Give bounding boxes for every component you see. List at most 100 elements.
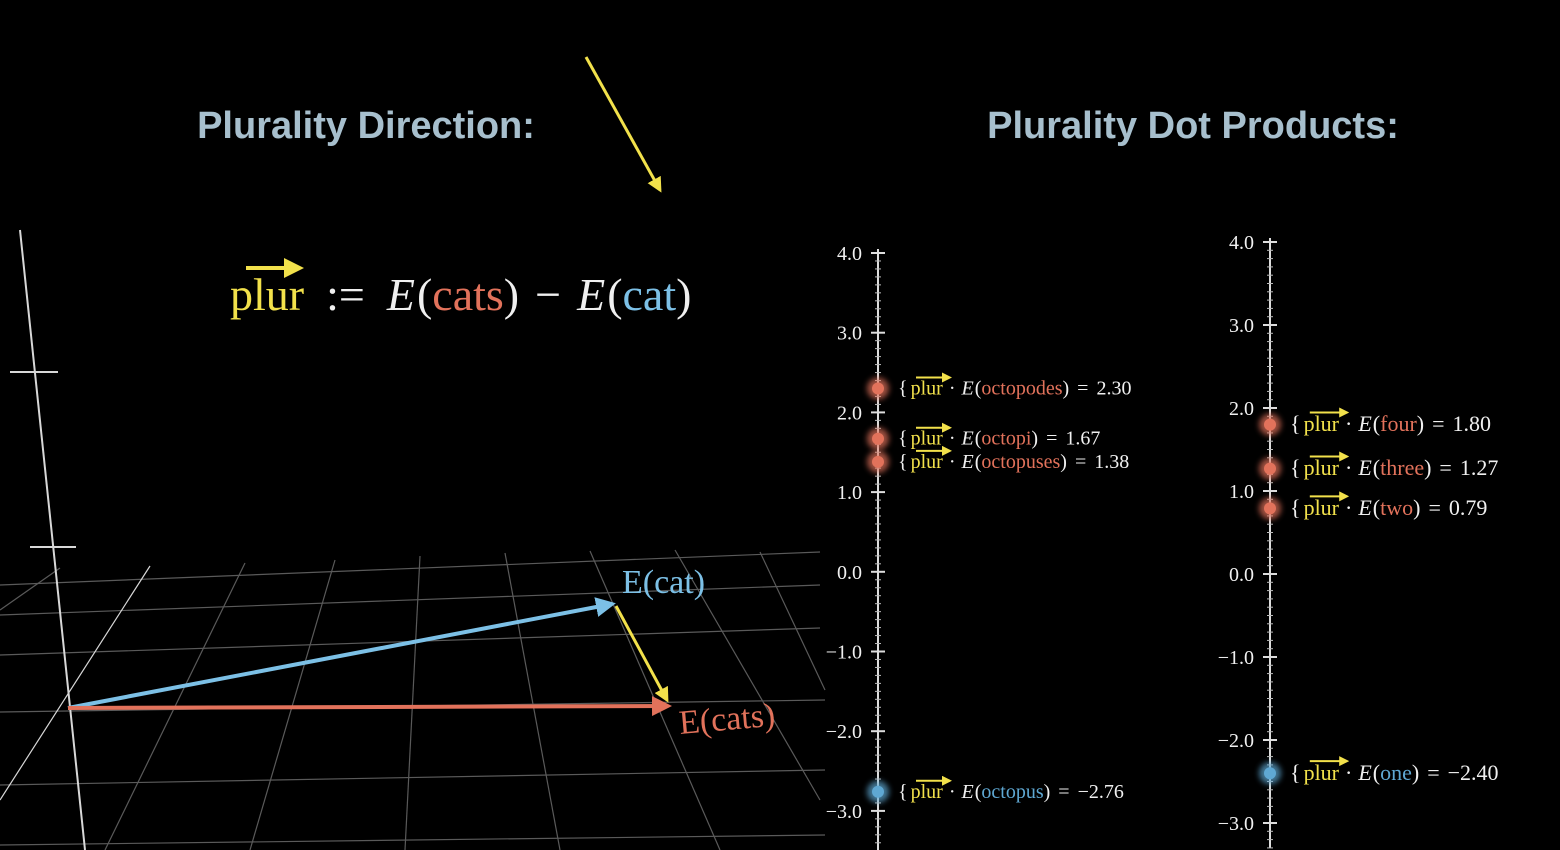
label-part: ( <box>1373 411 1380 436</box>
label-part: 1.80 <box>1453 411 1492 436</box>
formula-part: plur <box>230 269 304 320</box>
label-part: E <box>961 781 974 803</box>
label-part: { <box>898 428 908 450</box>
label-part: { <box>1290 760 1301 785</box>
dot-product-label: {plur · E(one) = −2.40 <box>1290 760 1499 785</box>
label-part: = <box>1058 781 1069 803</box>
label-part: 1.27 <box>1460 455 1499 480</box>
vector-plural <box>67 696 672 717</box>
label-part: plur <box>911 428 944 450</box>
label-part: plur <box>911 781 944 803</box>
label-part: plur <box>1304 411 1340 436</box>
label-part: octopodes <box>981 377 1062 399</box>
label-part: plur <box>911 451 944 473</box>
label-part: E <box>961 451 974 473</box>
dot-product-label: {plur · E(octopuses) = 1.38 <box>898 451 1129 473</box>
vector-label: E(cat) <box>622 564 705 601</box>
label-part: ( <box>975 451 982 473</box>
label-part: { <box>898 781 908 803</box>
label-part: = <box>1427 760 1439 785</box>
dot <box>872 382 884 395</box>
label-part: E <box>961 428 974 450</box>
formula-part: − <box>535 269 561 320</box>
formula-part: ) <box>504 269 519 320</box>
dot-product-label: {plur · E(three) = 1.27 <box>1290 455 1498 480</box>
dot <box>872 455 884 468</box>
label-part: = <box>1428 495 1440 520</box>
y-tick-label: 2.0 <box>837 402 862 424</box>
label-part: plur <box>1304 495 1340 520</box>
label-part: { <box>1290 411 1301 436</box>
label-part: octopi <box>981 428 1031 450</box>
label-part: · <box>1345 495 1352 520</box>
y-tick-label: 2.0 <box>1229 398 1254 420</box>
y-tick-label: −3.0 <box>826 801 862 823</box>
grid <box>0 229 826 850</box>
formula-part: E <box>576 269 605 320</box>
label-part: four <box>1380 411 1417 436</box>
label-part: ( <box>975 428 982 450</box>
dot-product-label: {plur · E(octopus) = −2.76 <box>898 781 1124 803</box>
formula-part: E <box>386 269 415 320</box>
formula-part: ( <box>417 269 432 320</box>
y-tick-label: −1.0 <box>1218 647 1254 669</box>
label-part: · <box>949 428 956 450</box>
label-part: · <box>1345 455 1352 480</box>
y-tick-label: 3.0 <box>1229 315 1254 337</box>
y-tick-label: 1.0 <box>1229 481 1254 503</box>
label-part: · <box>1345 411 1352 436</box>
label-part: two <box>1380 495 1413 520</box>
left-title: Plurality Direction: <box>197 105 535 147</box>
dot <box>872 785 884 798</box>
formula-part: := <box>326 269 365 320</box>
label-part: ) <box>1412 760 1419 785</box>
label-part: E <box>961 377 974 399</box>
label-part: { <box>898 377 908 399</box>
label-part: 2.30 <box>1096 377 1131 399</box>
label-part: { <box>898 451 908 473</box>
label-part: E <box>1357 411 1372 436</box>
right-title: Plurality Dot Products: <box>987 105 1399 147</box>
label-part: = <box>1075 451 1086 473</box>
label-part: octopuses <box>981 451 1060 473</box>
label-part: ) <box>1031 428 1038 450</box>
label-part: · <box>949 451 956 473</box>
y-tick-label: 4.0 <box>837 243 862 265</box>
label-part: · <box>949 377 956 399</box>
label-part: ) <box>1413 495 1420 520</box>
label-part: · <box>1345 760 1352 785</box>
y-tick-label: 1.0 <box>837 482 862 504</box>
label-part: ( <box>1373 455 1380 480</box>
label-part: { <box>1290 455 1301 480</box>
label-part: 0.79 <box>1449 495 1488 520</box>
formula-part: ) <box>676 269 691 320</box>
y-tick-label: −2.0 <box>826 721 862 743</box>
label-part: −2.40 <box>1448 760 1499 785</box>
label-part: plur <box>1304 760 1340 785</box>
dot <box>1264 418 1276 431</box>
label-part: one <box>1380 760 1412 785</box>
label-part: 1.38 <box>1094 451 1129 473</box>
plurality-vector <box>614 605 669 703</box>
label-part: ) <box>1044 781 1051 803</box>
y-tick-label: 4.0 <box>1229 232 1254 254</box>
label-part: ) <box>1060 451 1067 473</box>
label-part: ( <box>975 377 982 399</box>
dot <box>1264 462 1276 475</box>
formula-part: cats <box>432 269 504 320</box>
dot <box>1264 502 1276 515</box>
label-part: ) <box>1417 411 1424 436</box>
pointer-arrow <box>584 56 662 193</box>
label-part: E <box>1357 495 1372 520</box>
label-part: = <box>1077 377 1088 399</box>
dot-product-label: {plur · E(four) = 1.80 <box>1290 411 1491 436</box>
label-part: octopus <box>981 781 1043 803</box>
label-part: ) <box>1062 377 1069 399</box>
formula-part: ( <box>607 269 622 320</box>
label-part: ( <box>1373 495 1380 520</box>
y-tick-label: 0.0 <box>837 562 862 584</box>
y-tick-label: 0.0 <box>1229 564 1254 586</box>
label-part: 1.67 <box>1065 428 1100 450</box>
